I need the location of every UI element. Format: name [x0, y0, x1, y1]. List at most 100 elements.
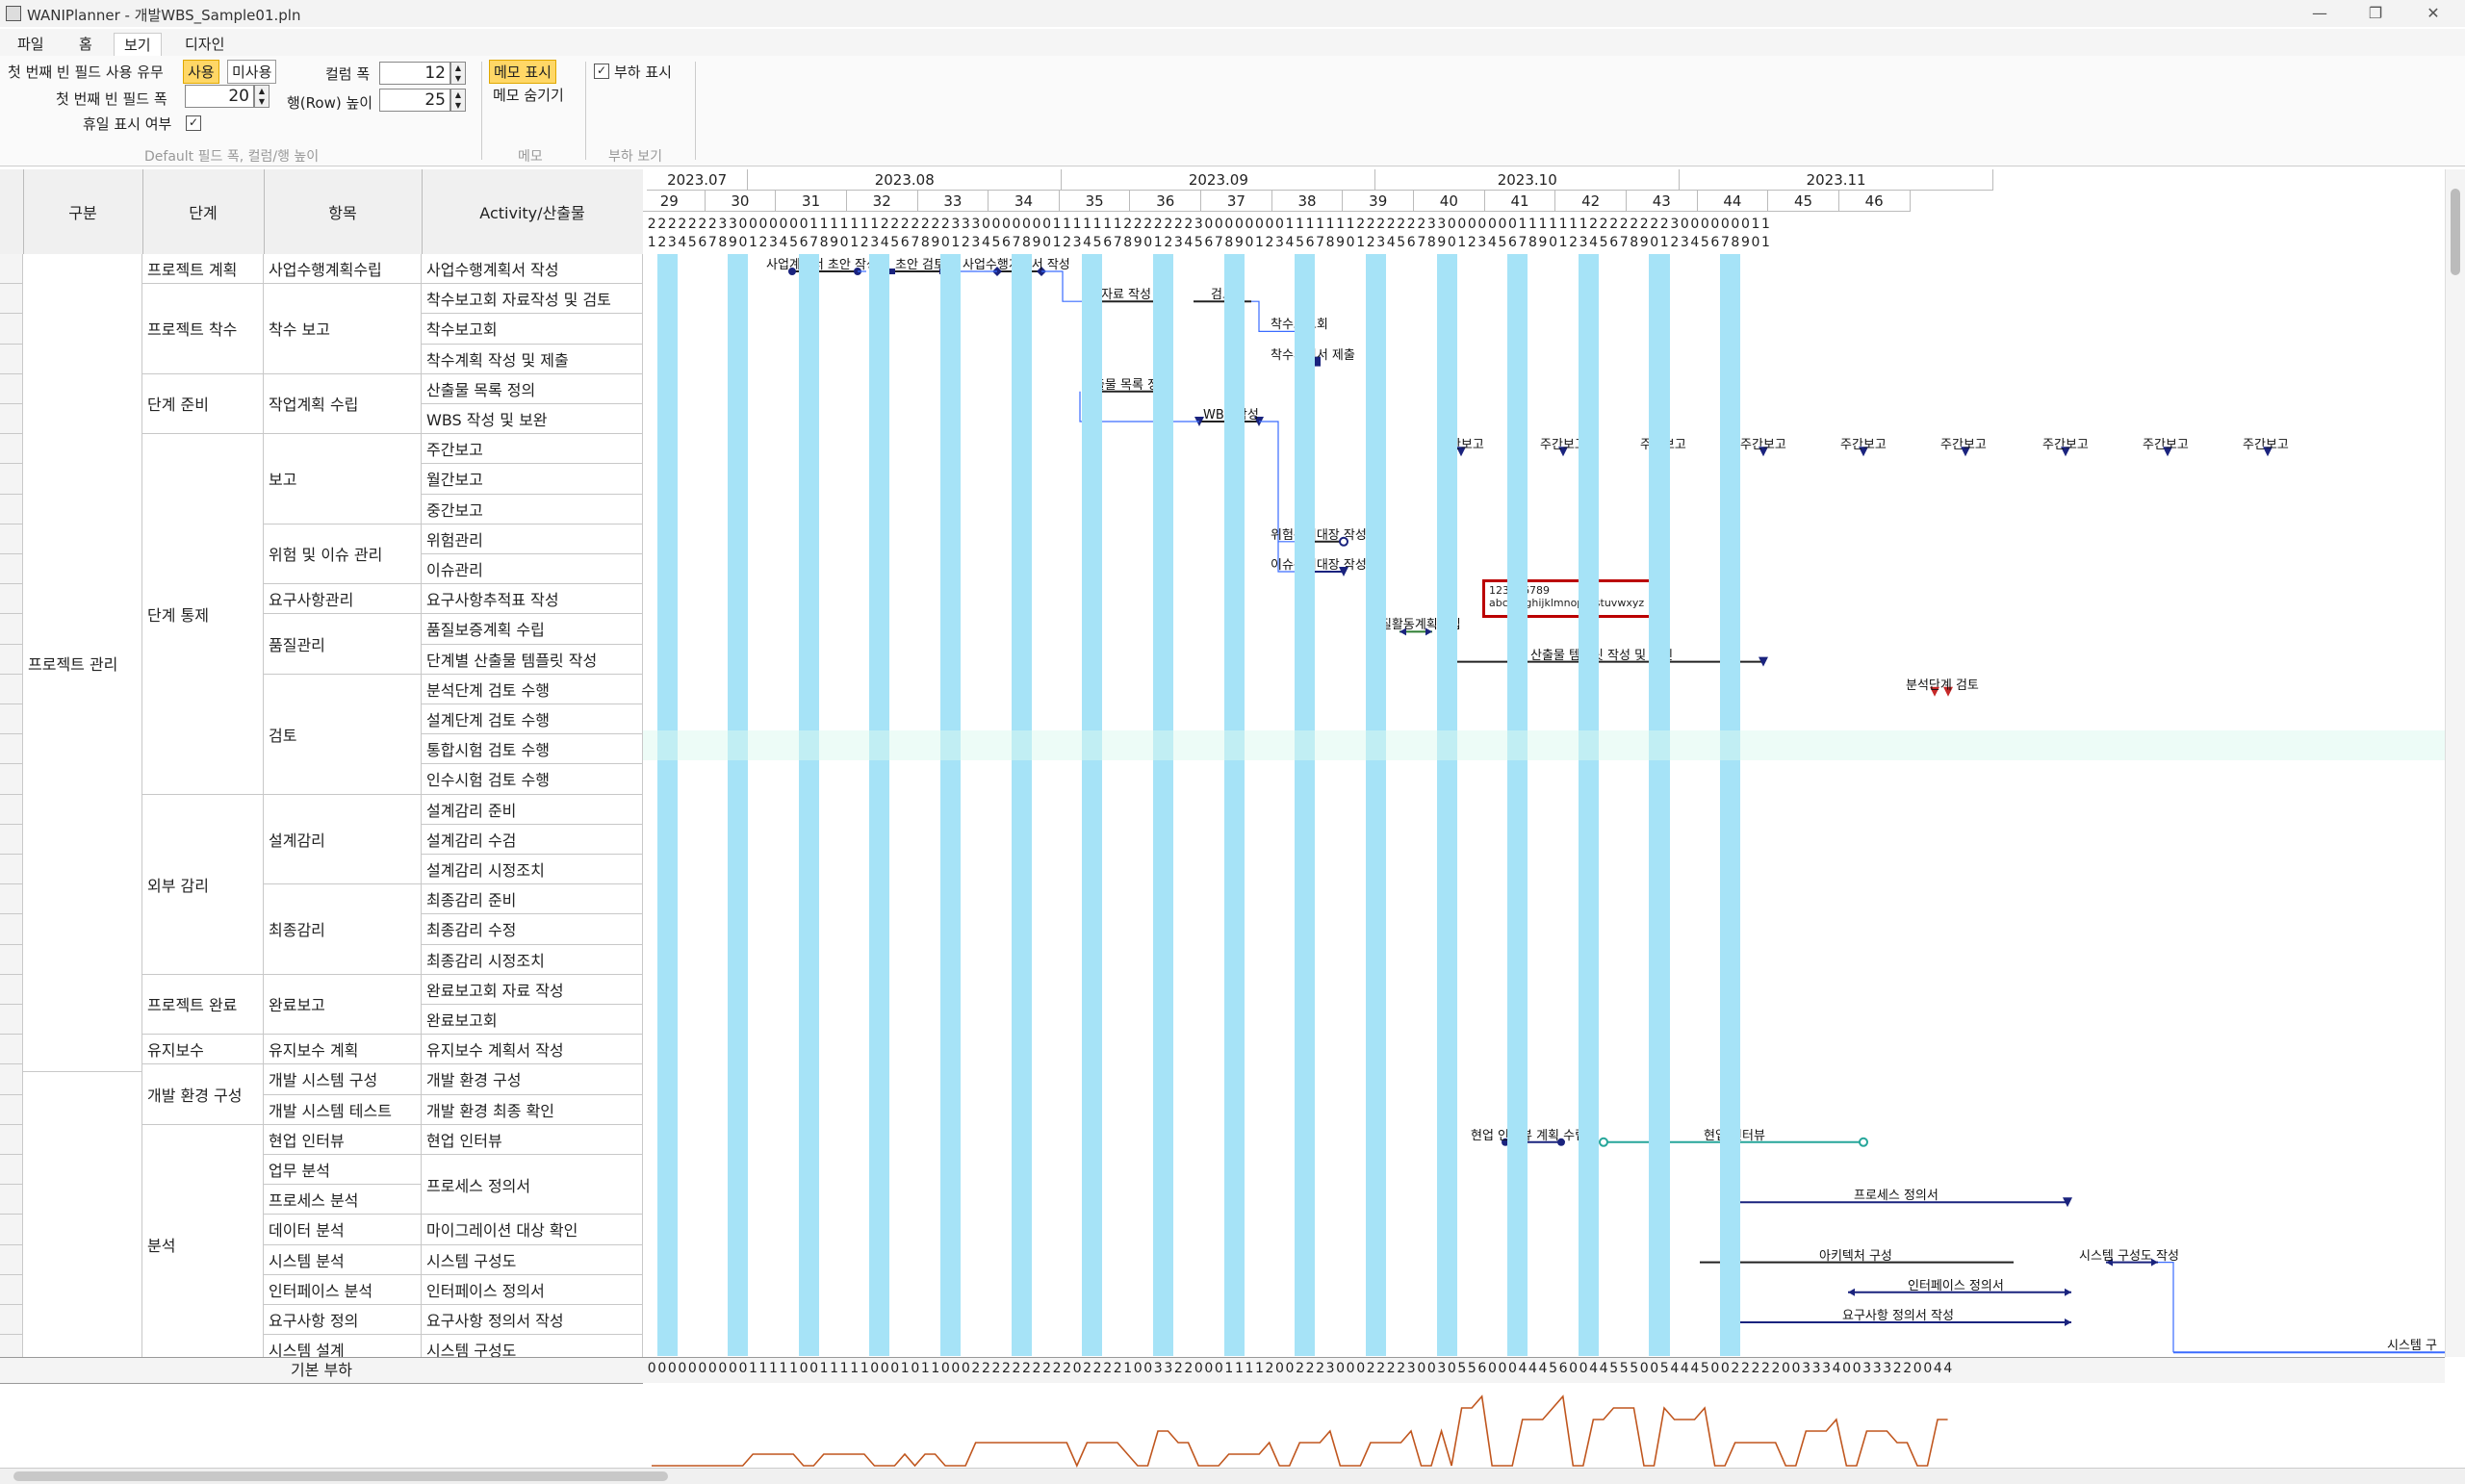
dot-marker[interactable]: [1502, 1138, 1509, 1146]
activity-cell[interactable]: 설계감리 시정조치: [422, 855, 643, 885]
memo-hide-button[interactable]: 메모 숨기기: [493, 87, 564, 104]
activity-cell[interactable]: 이슈관리: [422, 554, 643, 585]
item-cell[interactable]: 현업 인터뷰: [264, 1124, 422, 1155]
item-cell[interactable]: 위험 및 이슈 관리: [264, 524, 422, 585]
row-handle[interactable]: [0, 884, 23, 915]
row-height-input[interactable]: 25: [379, 89, 450, 112]
row-handle[interactable]: [0, 404, 23, 435]
vertical-scroll-thumb[interactable]: [2451, 189, 2460, 275]
stage-cell[interactable]: 단계 준비: [142, 373, 264, 435]
item-cell[interactable]: 프로세스 분석: [264, 1185, 422, 1215]
activity-cell[interactable]: 착수보고회 자료작성 및 검토: [422, 284, 643, 315]
holiday-checkbox[interactable]: ✓: [186, 115, 201, 131]
activity-cell[interactable]: 요구사항 정의서 작성: [422, 1305, 643, 1336]
row-height-spinner[interactable]: ▲ ▼: [450, 89, 466, 112]
activity-cell[interactable]: 착수계획 작성 및 제출: [422, 344, 643, 374]
row-handle[interactable]: [0, 1185, 23, 1215]
first-blank-width-input[interactable]: 20: [185, 85, 254, 108]
activity-cell[interactable]: 주간보고: [422, 434, 643, 465]
stage-cell[interactable]: 개발 환경 구성: [142, 1064, 264, 1125]
column-width-input[interactable]: 12: [379, 62, 450, 85]
activity-cell[interactable]: 설계단계 검토 수행: [422, 704, 643, 735]
activity-cell[interactable]: 설계감리 준비: [422, 794, 643, 825]
item-cell[interactable]: 보고: [264, 434, 422, 525]
milestone-marker[interactable]: [2063, 1197, 2072, 1208]
row-handle[interactable]: [0, 1064, 23, 1095]
row-handle[interactable]: [0, 794, 23, 825]
header-stage[interactable]: 단계: [142, 169, 265, 254]
item-cell[interactable]: 시스템 분석: [264, 1244, 422, 1275]
dot-marker[interactable]: [1557, 1138, 1565, 1146]
activity-cell[interactable]: 중간보고: [422, 494, 643, 525]
item-cell[interactable]: 품질관리: [264, 614, 422, 675]
tab-view[interactable]: 보기: [114, 33, 162, 57]
activity-cell[interactable]: 단계별 산출물 템플릿 작성: [422, 644, 643, 675]
row-handle[interactable]: [0, 674, 23, 704]
activity-cell[interactable]: 최종감리 시정조치: [422, 944, 643, 975]
arrow-head[interactable]: [2065, 1288, 2071, 1296]
stage-cell[interactable]: 프로젝트 완료: [142, 974, 264, 1036]
item-cell[interactable]: 요구사항관리: [264, 584, 422, 615]
item-cell[interactable]: 완료보고: [264, 974, 422, 1036]
row-handle[interactable]: [0, 373, 23, 404]
row-handle[interactable]: [0, 494, 23, 525]
dot-marker[interactable]: [788, 268, 796, 275]
milestone-square[interactable]: [1311, 356, 1321, 367]
tab-design[interactable]: 디자인: [185, 36, 225, 53]
activity-cell[interactable]: WBS 작성 및 보완: [422, 404, 643, 435]
stage-cell[interactable]: 외부 감리: [142, 794, 264, 975]
row-handle[interactable]: [0, 1005, 23, 1036]
row-handle[interactable]: [0, 524, 23, 554]
row-handle[interactable]: [0, 644, 23, 675]
milestone-marker[interactable]: [1339, 567, 1348, 576]
header-activity[interactable]: Activity/산출물: [422, 169, 644, 254]
header-item[interactable]: 항목: [264, 169, 423, 254]
row-handle[interactable]: [0, 1035, 23, 1065]
activity-cell[interactable]: 개발 환경 구성: [422, 1064, 643, 1095]
item-cell[interactable]: 인터페이스 분석: [264, 1274, 422, 1305]
row-handle[interactable]: [0, 254, 23, 285]
item-cell[interactable]: 검토: [264, 674, 422, 795]
load-checkbox[interactable]: ✓: [594, 64, 609, 79]
item-cell[interactable]: 착수 보고: [264, 284, 422, 374]
activity-cell[interactable]: 시스템 구성도: [422, 1244, 643, 1275]
tab-file[interactable]: 파일: [17, 36, 44, 53]
item-cell[interactable]: 사업수행계획수립: [264, 254, 422, 285]
activity-cell[interactable]: 통합시험 검토 수행: [422, 734, 643, 765]
row-handle[interactable]: [0, 614, 23, 645]
activity-cell[interactable]: 완료보고회: [422, 1005, 643, 1036]
activity-cell[interactable]: 품질보증계획 수립: [422, 614, 643, 645]
item-cell[interactable]: 작업계획 수립: [264, 373, 422, 435]
stage-cell[interactable]: 프로젝트 착수: [142, 284, 264, 374]
row-handle[interactable]: [0, 855, 23, 885]
milestone-marker[interactable]: [1759, 656, 1768, 667]
item-cell[interactable]: 업무 분석: [264, 1155, 422, 1186]
row-handle[interactable]: [0, 764, 23, 795]
activity-cell[interactable]: 유지보수 계획서 작성: [422, 1035, 643, 1065]
item-cell[interactable]: 개발 시스템 테스트: [264, 1094, 422, 1125]
close-icon[interactable]: ✕: [2426, 4, 2440, 22]
row-handle[interactable]: [0, 824, 23, 855]
activity-cell[interactable]: 마이그레이션 대상 확인: [422, 1215, 643, 1245]
item-cell[interactable]: 데이터 분석: [264, 1215, 422, 1245]
item-cell[interactable]: 개발 시스템 구성: [264, 1064, 422, 1095]
column-width-spinner[interactable]: ▲ ▼: [450, 62, 466, 85]
row-handle[interactable]: [0, 554, 23, 585]
activity-cell[interactable]: 분석단계 검토 수행: [422, 674, 643, 704]
activity-cell[interactable]: 위험관리: [422, 524, 643, 554]
row-handle[interactable]: [0, 344, 23, 374]
dot-marker[interactable]: [1599, 1137, 1608, 1147]
milestone-marker[interactable]: [1943, 686, 1953, 697]
activity-cell[interactable]: 사업수행계획서 작성: [422, 254, 643, 285]
activity-cell[interactable]: 산출물 목록 정의: [422, 373, 643, 404]
start-marker[interactable]: [889, 269, 895, 274]
category-cell[interactable]: 프로젝트 관리: [23, 254, 142, 1072]
nouse-button[interactable]: 미사용: [227, 60, 277, 84]
row-handle[interactable]: [0, 944, 23, 975]
activity-cell[interactable]: 시스템 구성도: [422, 1335, 643, 1357]
row-handle[interactable]: [0, 1305, 23, 1336]
use-button[interactable]: 사용: [183, 60, 219, 84]
dependency-link[interactable]: [1277, 541, 1301, 573]
milestone-marker[interactable]: [1456, 447, 1466, 457]
row-handle[interactable]: [0, 1335, 23, 1357]
